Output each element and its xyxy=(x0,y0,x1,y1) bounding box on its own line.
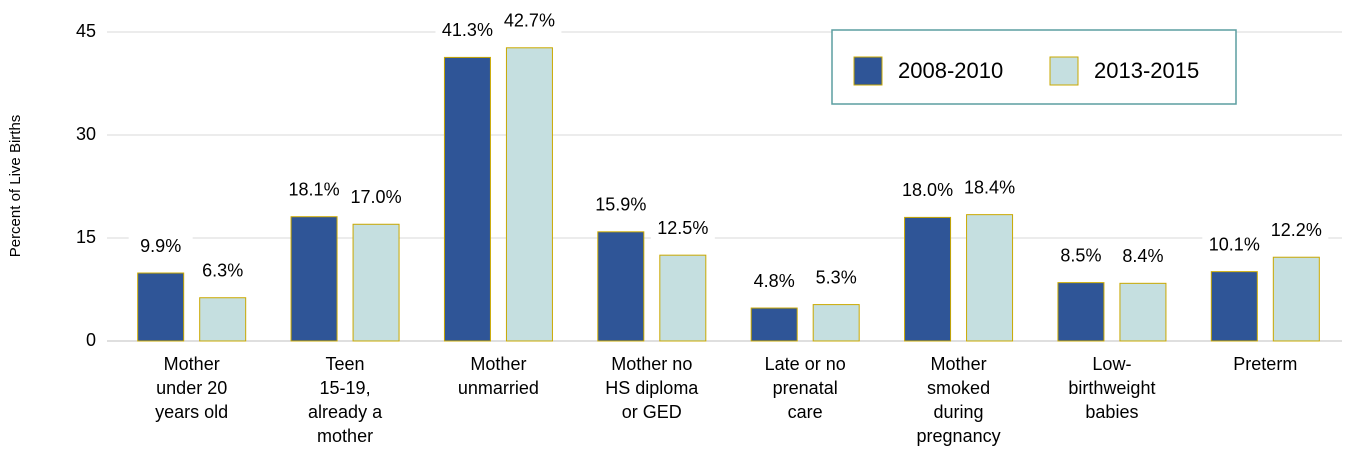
legend: 2008-2010 2013-2015 xyxy=(831,29,1237,105)
label-background xyxy=(1048,244,1113,269)
bar xyxy=(505,47,553,342)
label-background xyxy=(128,235,193,260)
label-background xyxy=(804,266,869,291)
data-label: 6.3% xyxy=(202,260,243,280)
label-background xyxy=(435,19,500,44)
legend-label: 2008-2010 xyxy=(898,58,1003,83)
x-tick-label: Low- birthweight babies xyxy=(1068,354,1156,422)
data-label: 42.7% xyxy=(504,11,555,31)
bar xyxy=(199,297,247,342)
bar xyxy=(1119,282,1167,342)
x-tick-label: Mother smoked during pregnancy xyxy=(916,354,1001,446)
legend-box xyxy=(831,29,1237,105)
x-tick-label: Mother under 20 years old xyxy=(155,354,229,422)
label-background xyxy=(742,270,807,295)
bar xyxy=(659,254,707,342)
label-background xyxy=(895,179,960,204)
bar xyxy=(352,223,400,342)
label-background xyxy=(190,259,255,284)
data-label: 10.1% xyxy=(1209,234,1260,254)
y-tick-label: 30 xyxy=(76,124,96,144)
data-label: 12.2% xyxy=(1271,220,1322,240)
y-tick-label: 45 xyxy=(76,21,96,41)
x-tick-label: Preterm xyxy=(1233,354,1298,374)
data-label: 17.0% xyxy=(351,187,402,207)
label-background xyxy=(1202,233,1267,258)
label-background xyxy=(650,217,715,242)
data-label: 41.3% xyxy=(442,20,493,40)
bar xyxy=(443,56,491,342)
bar xyxy=(1210,271,1258,342)
label-background xyxy=(282,178,347,203)
data-label: 9.9% xyxy=(140,236,181,256)
label-background xyxy=(1264,219,1329,244)
data-label: 18.0% xyxy=(902,180,953,200)
data-label: 18.4% xyxy=(964,177,1015,197)
data-label: 12.5% xyxy=(657,218,708,238)
y-tick-label: 15 xyxy=(76,227,96,247)
x-tick-label: Mother no HS diploma or GED xyxy=(605,354,699,422)
bar xyxy=(137,272,185,342)
data-label: 4.8% xyxy=(754,271,795,291)
label-background xyxy=(957,176,1022,201)
y-tick-label: 0 xyxy=(86,330,96,350)
data-label: 8.5% xyxy=(1060,245,1101,265)
data-label: 5.3% xyxy=(816,267,857,287)
bar xyxy=(750,307,798,342)
label-background xyxy=(497,9,562,34)
bar xyxy=(812,304,860,342)
y-axis-title: Percent of Live Births xyxy=(7,115,24,258)
legend-swatch xyxy=(853,56,883,86)
x-tick-label: Late or no prenatal care xyxy=(764,354,846,422)
data-label: 15.9% xyxy=(595,195,646,215)
bar xyxy=(1272,256,1320,342)
x-tick-label: Teen 15-19, already a mother xyxy=(308,354,383,446)
bar xyxy=(904,216,952,342)
data-label: 18.1% xyxy=(289,179,340,199)
data-label: 8.4% xyxy=(1122,246,1163,266)
bar xyxy=(290,216,338,342)
bar xyxy=(966,214,1014,342)
label-background xyxy=(344,186,409,211)
bar xyxy=(1057,282,1105,342)
legend-label: 2013-2015 xyxy=(1094,58,1199,83)
x-tick-label: Mother unmarried xyxy=(457,354,539,398)
bar xyxy=(597,231,645,342)
label-background xyxy=(1110,245,1175,270)
label-background xyxy=(588,193,653,218)
legend-swatch xyxy=(1049,56,1079,86)
